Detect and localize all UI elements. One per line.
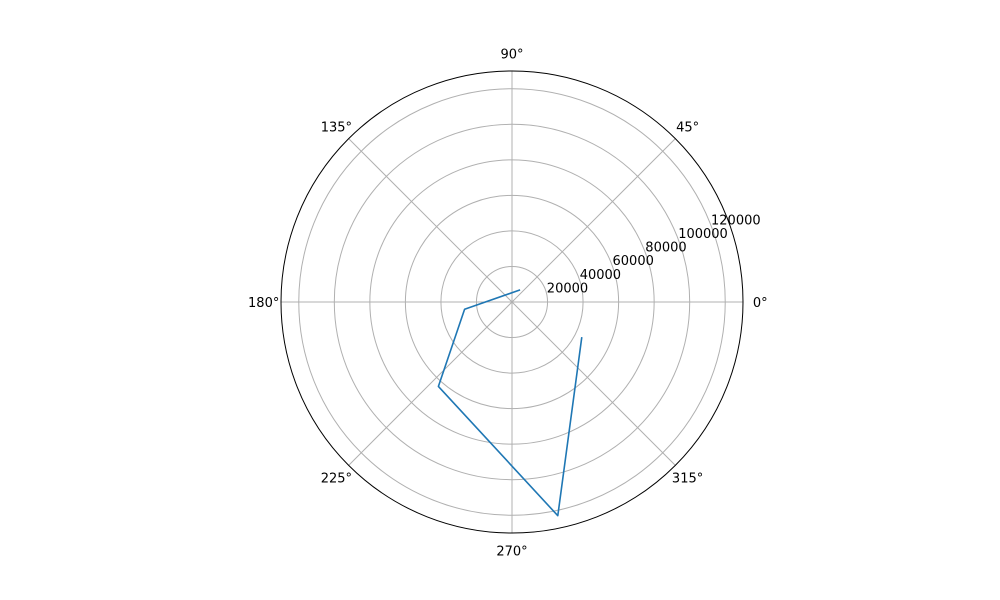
angular-gridline [348, 301, 513, 466]
angular-tick-label: 315° [672, 472, 703, 487]
angular-tick-label: 180° [248, 296, 279, 311]
angular-tick-label: 225° [321, 472, 352, 487]
angular-tick-label: 45° [676, 120, 699, 135]
angular-tick-label: 0° [753, 296, 768, 311]
radial-tick-label: 120000 [711, 213, 761, 228]
angular-tick-label: 270° [496, 544, 527, 559]
angular-gridline [511, 138, 676, 303]
angular-gridline [348, 138, 513, 303]
angular-tick-label: 135° [321, 120, 352, 135]
polar-frame [280, 70, 744, 534]
polar-grid [281, 71, 743, 533]
radial-tick-label: 100000 [678, 227, 728, 242]
radial-tick-label: 40000 [580, 268, 621, 283]
radial-tick-label: 80000 [645, 241, 686, 256]
angular-gridline [511, 301, 676, 466]
angular-tick-labels: 0° 45° 90° 135° 180° 225° 270° 315° [248, 48, 768, 560]
angular-tick-label: 90° [500, 48, 523, 63]
radial-tick-label: 20000 [547, 281, 588, 296]
series-line [437, 289, 583, 517]
series-layer [437, 289, 583, 517]
radial-tick-label: 60000 [613, 254, 654, 269]
